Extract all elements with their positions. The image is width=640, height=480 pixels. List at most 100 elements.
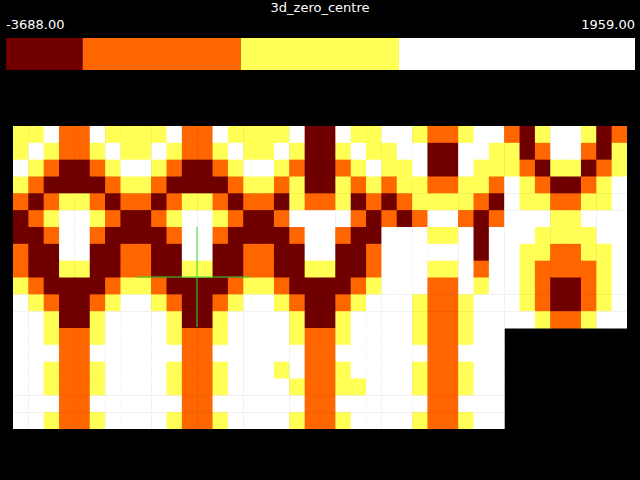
cell bbox=[320, 143, 336, 160]
cell bbox=[335, 395, 351, 412]
cell bbox=[489, 126, 505, 143]
cell bbox=[197, 210, 213, 227]
cell bbox=[197, 294, 213, 311]
cell bbox=[90, 379, 106, 396]
cell bbox=[28, 278, 44, 295]
cell bbox=[351, 345, 367, 362]
cell bbox=[243, 227, 259, 244]
cell bbox=[28, 362, 44, 379]
cell bbox=[259, 227, 275, 244]
cell bbox=[305, 294, 321, 311]
cell bbox=[105, 412, 121, 429]
cell bbox=[136, 143, 152, 160]
cell bbox=[136, 244, 152, 261]
cell bbox=[566, 278, 582, 295]
cell bbox=[243, 379, 259, 396]
cell bbox=[243, 160, 259, 177]
cell bbox=[13, 193, 29, 210]
cell bbox=[74, 126, 90, 143]
cell bbox=[167, 210, 183, 227]
cell bbox=[151, 379, 167, 396]
cell bbox=[351, 311, 367, 328]
cell bbox=[13, 362, 29, 379]
cell bbox=[167, 311, 183, 328]
cell bbox=[90, 177, 106, 194]
cell bbox=[397, 412, 413, 429]
cell bbox=[566, 311, 582, 328]
cell bbox=[44, 395, 60, 412]
cell bbox=[320, 345, 336, 362]
cell bbox=[366, 395, 382, 412]
cell bbox=[443, 193, 459, 210]
cell bbox=[182, 177, 198, 194]
cell bbox=[535, 143, 551, 160]
cell bbox=[136, 294, 152, 311]
cell bbox=[44, 177, 60, 194]
slice bbox=[136, 126, 259, 228]
cell bbox=[228, 126, 244, 143]
colorbar-segment bbox=[399, 38, 635, 70]
cell bbox=[167, 244, 183, 261]
cell bbox=[13, 328, 29, 345]
cell bbox=[274, 412, 290, 429]
slice bbox=[504, 126, 627, 228]
cell bbox=[566, 193, 582, 210]
cell bbox=[397, 193, 413, 210]
cell bbox=[259, 379, 275, 396]
cell bbox=[151, 345, 167, 362]
cell bbox=[335, 244, 351, 261]
cell bbox=[351, 227, 367, 244]
cell bbox=[305, 210, 321, 227]
cell bbox=[289, 311, 305, 328]
cell bbox=[228, 193, 244, 210]
cell bbox=[550, 143, 566, 160]
cell bbox=[305, 379, 321, 396]
cell bbox=[504, 294, 520, 311]
cell bbox=[550, 278, 566, 295]
cell bbox=[412, 126, 428, 143]
cell bbox=[381, 328, 397, 345]
cell bbox=[105, 294, 121, 311]
cell bbox=[520, 227, 536, 244]
cell bbox=[581, 261, 597, 278]
cell bbox=[259, 311, 275, 328]
cell bbox=[289, 193, 305, 210]
cell bbox=[213, 160, 229, 177]
cell bbox=[44, 143, 60, 160]
cell bbox=[167, 328, 183, 345]
cell bbox=[474, 328, 490, 345]
cell bbox=[427, 362, 443, 379]
cell bbox=[366, 244, 382, 261]
cell bbox=[182, 227, 198, 244]
cell bbox=[427, 160, 443, 177]
cell bbox=[28, 177, 44, 194]
cell bbox=[520, 177, 536, 194]
cell bbox=[151, 126, 167, 143]
cell bbox=[197, 177, 213, 194]
cell bbox=[458, 362, 474, 379]
cell bbox=[136, 362, 152, 379]
cell bbox=[59, 311, 75, 328]
cell bbox=[305, 193, 321, 210]
cell bbox=[197, 311, 213, 328]
cell bbox=[535, 193, 551, 210]
cell bbox=[489, 210, 505, 227]
cell bbox=[458, 412, 474, 429]
cell bbox=[59, 345, 75, 362]
cell bbox=[151, 210, 167, 227]
cell bbox=[120, 311, 136, 328]
cell bbox=[320, 210, 336, 227]
cell bbox=[335, 278, 351, 295]
cell bbox=[228, 278, 244, 295]
cell bbox=[13, 412, 29, 429]
cell bbox=[397, 379, 413, 396]
cell bbox=[305, 126, 321, 143]
cell bbox=[443, 311, 459, 328]
cell bbox=[381, 345, 397, 362]
cell bbox=[13, 227, 29, 244]
cell bbox=[197, 193, 213, 210]
cell bbox=[504, 177, 520, 194]
cell bbox=[366, 345, 382, 362]
cell bbox=[28, 328, 44, 345]
cell bbox=[151, 412, 167, 429]
